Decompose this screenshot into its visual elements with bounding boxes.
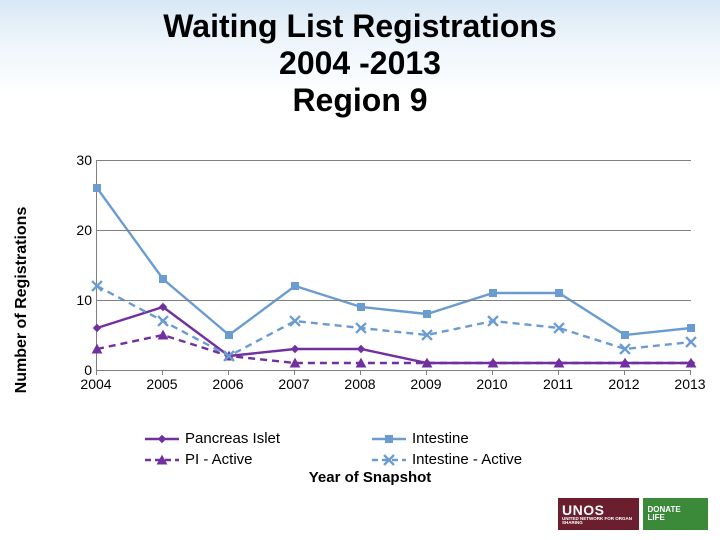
x-tick-label: 2011 [543, 376, 573, 392]
unos-logo: UNOS UNITED NETWORK FOR ORGAN SHARING [558, 498, 639, 530]
marker-diamond [291, 345, 299, 353]
legend-item: PI - Active [145, 451, 348, 468]
marker-square [687, 324, 695, 332]
series-line [97, 188, 691, 335]
legend-swatch [372, 431, 406, 447]
plot-area [96, 160, 691, 371]
grid-line [97, 300, 691, 301]
marker-square [489, 289, 497, 297]
legend-item: Intestine - Active [372, 451, 575, 468]
grid-line [97, 230, 691, 231]
title-line-2: 2004 -2013 [0, 45, 720, 82]
footer-logo: UNOS UNITED NETWORK FOR ORGAN SHARING DO… [558, 498, 708, 530]
marker-diamond [158, 434, 166, 442]
marker-square [385, 435, 393, 443]
legend-swatch [145, 452, 179, 468]
marker-square [357, 303, 365, 311]
y-tick-label: 20 [64, 222, 92, 238]
chart-area: Number of Registrations 0102030 20042005… [40, 160, 700, 440]
marker-square [225, 331, 233, 339]
x-tick-label: 2012 [608, 376, 639, 392]
x-tick-label: 2010 [476, 376, 507, 392]
marker-square [621, 331, 629, 339]
series-line [97, 335, 691, 363]
x-tick-label: 2005 [146, 376, 177, 392]
marker-square [291, 282, 299, 290]
legend-swatch [145, 431, 179, 447]
legend-item: Intestine [372, 430, 575, 447]
marker-x [92, 281, 102, 291]
legend-label: PI - Active [185, 451, 253, 468]
y-axis-label: Number of Registrations [13, 207, 31, 394]
marker-square [159, 275, 167, 283]
marker-x [158, 316, 168, 326]
slide: Waiting List Registrations 2004 -2013 Re… [0, 0, 720, 540]
donate-life-logo: DONATE LIFE [643, 498, 708, 530]
y-tick-label: 30 [64, 152, 92, 168]
series-svg [97, 160, 691, 370]
marker-x [686, 337, 696, 347]
legend-label: Intestine - Active [412, 451, 522, 468]
legend-swatch [372, 452, 406, 468]
marker-diamond [93, 324, 101, 332]
legend-label: Intestine [412, 430, 469, 447]
title-line-3: Region 9 [0, 82, 720, 119]
life-text: LIFE [647, 513, 664, 522]
x-axis-label: Year of Snapshot [309, 469, 432, 486]
marker-square [93, 184, 101, 192]
marker-square [555, 289, 563, 297]
grid-line [97, 160, 691, 161]
x-tick-label: 2004 [80, 376, 111, 392]
marker-diamond [357, 345, 365, 353]
legend: Pancreas Islet Intestine PI - Active Intest… [145, 430, 575, 468]
x-tick-label: 2008 [344, 376, 375, 392]
legend-item: Pancreas Islet [145, 430, 348, 447]
x-tick-label: 2009 [410, 376, 441, 392]
marker-x [290, 316, 300, 326]
slide-title: Waiting List Registrations 2004 -2013 Re… [0, 0, 720, 118]
unos-big: UNOS [562, 503, 635, 517]
x-tick-label: 2013 [674, 376, 705, 392]
x-tick-label: 2006 [212, 376, 243, 392]
legend-label: Pancreas Islet [185, 430, 280, 447]
series-line [97, 307, 691, 363]
marker-triangle [158, 330, 169, 340]
marker-square [423, 310, 431, 318]
title-line-1: Waiting List Registrations [0, 8, 720, 45]
unos-small: UNITED NETWORK FOR ORGAN SHARING [562, 517, 635, 526]
y-tick-label: 10 [64, 292, 92, 308]
x-tick-label: 2007 [278, 376, 309, 392]
